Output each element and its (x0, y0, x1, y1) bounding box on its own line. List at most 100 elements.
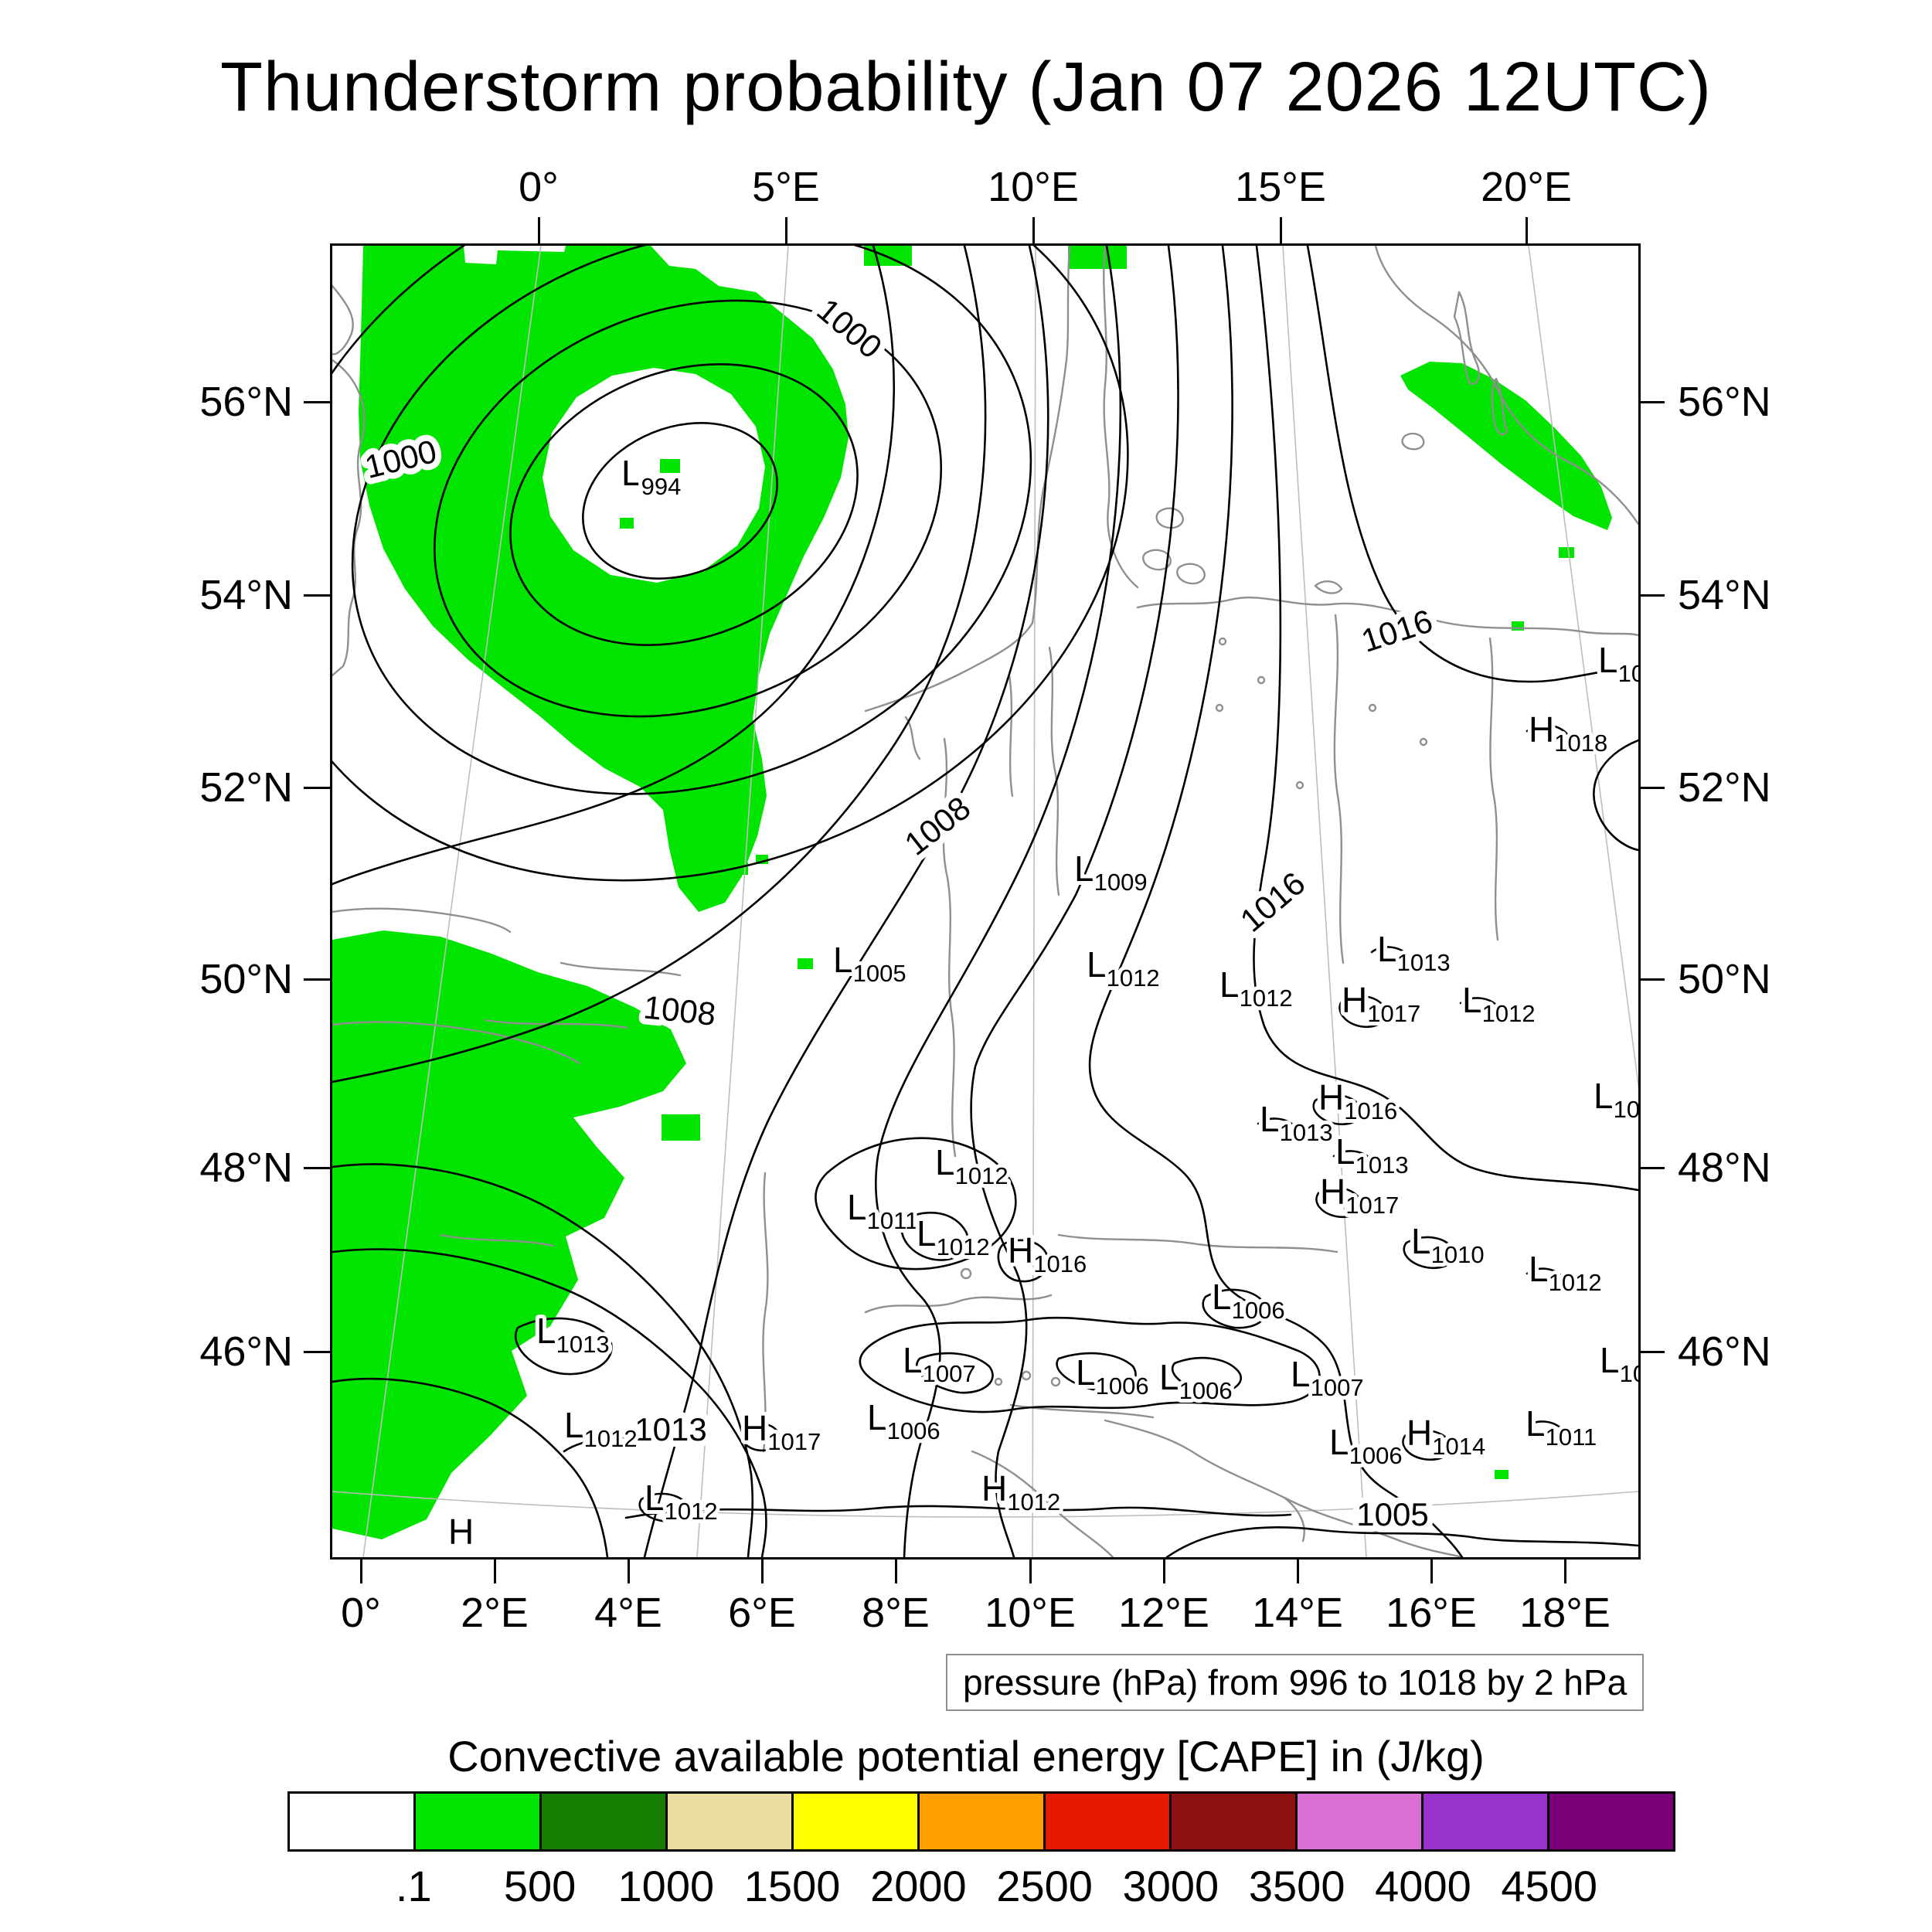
bottom-axis-tick (627, 1557, 630, 1583)
coastlines (332, 246, 1638, 1557)
pressure-center-H1017: H1017 (1320, 1172, 1399, 1219)
bottom-axis-label: 14°E (1252, 1590, 1343, 1636)
colorbar (287, 1791, 1675, 1852)
top-axis-label: 0° (519, 164, 559, 210)
bottom-axis-tick (493, 1557, 496, 1583)
pressure-contours (332, 246, 1638, 1557)
top-axis-tick (1279, 217, 1282, 243)
pressure-center-L1006: L1006 (1159, 1357, 1233, 1404)
top-axis-label: 15°E (1235, 164, 1326, 210)
pressure-center-L1012: L1012 (935, 1142, 1009, 1189)
pressure-center-H1018: H1018 (1529, 709, 1607, 757)
left-axis-label: 52°N (199, 764, 293, 811)
bottom-axis-tick (1029, 1557, 1032, 1583)
cape-speck (561, 1063, 604, 1093)
colorbar-cell-4 (794, 1794, 920, 1849)
colorbar-tick-label: 2500 (996, 1862, 1093, 1910)
colorbar-tick-label: 2000 (870, 1862, 967, 1910)
contour-label-1005: 1005 (1356, 1496, 1428, 1532)
chart-title: Thunderstorm probability (Jan 07 2026 12… (220, 49, 1712, 126)
colorbar-tick-label: 4000 (1375, 1862, 1471, 1910)
bottom-axis-tick (359, 1557, 362, 1583)
pressure-note-box: pressure (hPa) from 996 to 1018 by 2 hPa (946, 1654, 1645, 1711)
pressure-center-L10: L10 (1600, 1340, 1638, 1387)
top-axis-tick (1525, 217, 1528, 243)
colorbar-cell-8 (1298, 1794, 1423, 1849)
colorbar-labels: .1 500 1000 1500 2000 2500 3000 3500 4000 4500 (287, 1861, 1675, 1915)
cape-speck (524, 1181, 558, 1204)
bottom-axis-tick (1296, 1557, 1299, 1583)
colorbar-cell-3 (668, 1794, 794, 1849)
right-axis-tick (1638, 1350, 1665, 1353)
top-axis-tick (1032, 217, 1035, 243)
pressure-center-H1016: H1016 (1008, 1230, 1087, 1277)
pressure-center-L1009: L1009 (1074, 849, 1148, 896)
right-axis-label: 46°N (1678, 1328, 1771, 1375)
pressure-center-L1012: L1012 (1087, 944, 1160, 992)
pressure-note-text: pressure (hPa) from 996 to 1018 by 2 hPa (963, 1662, 1628, 1702)
pressure-center-L1012: L1012 (1462, 980, 1536, 1027)
bottom-axis-label: 6°E (728, 1590, 796, 1636)
pressure-center-L10: L10 (1594, 1076, 1638, 1123)
bottom-axis-tick (1162, 1557, 1165, 1583)
left-axis-label: 54°N (199, 572, 293, 618)
top-axis-tick (784, 217, 787, 243)
colorbar-tick-label: 3000 (1122, 1862, 1219, 1910)
bottom-axis-label: 0° (341, 1590, 381, 1636)
colorbar-cell-10 (1549, 1794, 1673, 1849)
cape-shading (332, 246, 1612, 1539)
pressure-center-L1013: L1013 (536, 1311, 610, 1358)
pressure-center-L1007: L1007 (903, 1340, 976, 1387)
colorbar-tick-label: 4500 (1501, 1862, 1598, 1910)
bottom-axis-label: 16°E (1386, 1590, 1477, 1636)
pressure-center-L1006: L1006 (867, 1397, 940, 1444)
pressure-center-L1006: L1006 (1076, 1352, 1149, 1400)
pressure-center-H1012: H1012 (981, 1468, 1060, 1515)
cape-speck (1559, 547, 1574, 558)
pressure-center-L1012: L1012 (917, 1213, 990, 1260)
left-axis-tick (304, 978, 330, 981)
contour-label-1013: 1013 (634, 1411, 706, 1447)
colorbar-title: Convective available potential energy [C… (447, 1732, 1485, 1781)
pressure-center-L1013: L1013 (1260, 1099, 1333, 1146)
bottom-axis-tick (1563, 1557, 1566, 1583)
cape-speck (620, 518, 634, 529)
left-axis-label: 46°N (199, 1328, 293, 1375)
top-axis-label: 10°E (988, 164, 1079, 210)
pressure-center-L1011: L1011 (847, 1187, 918, 1234)
colorbar-cell-6 (1046, 1794, 1172, 1849)
bottom-axis-label: 4°E (594, 1590, 662, 1636)
pressure-center-L1013: L1013 (1335, 1131, 1409, 1179)
bottom-axis-label: 12°E (1118, 1590, 1209, 1636)
pressure-center-L1006: L1006 (1212, 1277, 1285, 1324)
cape-blob-northsea (359, 246, 849, 912)
left-axis-tick (304, 1166, 330, 1169)
pressure-center-L1013: L1013 (1377, 929, 1451, 976)
colorbar-tick-label: 1500 (743, 1862, 841, 1910)
pressure-center-L1012: L1012 (564, 1405, 638, 1452)
pressure-center-H: H (448, 1512, 474, 1552)
top-axis-tick (537, 217, 540, 243)
right-axis-label: 52°N (1678, 764, 1771, 811)
right-axis-label: 50°N (1678, 956, 1771, 1002)
right-axis-tick (1638, 1166, 1665, 1169)
right-axis-tick (1638, 594, 1665, 597)
left-axis-tick (304, 594, 330, 597)
cape-speck (662, 1114, 700, 1141)
pressure-center-H1017: H1017 (742, 1408, 821, 1455)
cape-speck (1495, 1470, 1509, 1479)
colorbar-cell-2 (542, 1794, 668, 1849)
pressure-center-L10: L10 (1598, 640, 1638, 687)
pressure-center-H1016: H1016 (1318, 1077, 1397, 1124)
colorbar-cell-9 (1423, 1794, 1549, 1849)
pressure-center-L1005: L1005 (833, 940, 906, 987)
left-axis-label: 56°N (199, 379, 293, 425)
colorbar-cell-5 (920, 1794, 1046, 1849)
right-axis-label: 48°N (1678, 1145, 1771, 1191)
bottom-axis-tick (894, 1557, 897, 1583)
bottom-axis-label: 18°E (1519, 1590, 1611, 1636)
colorbar-tick-label: .1 (395, 1862, 432, 1910)
